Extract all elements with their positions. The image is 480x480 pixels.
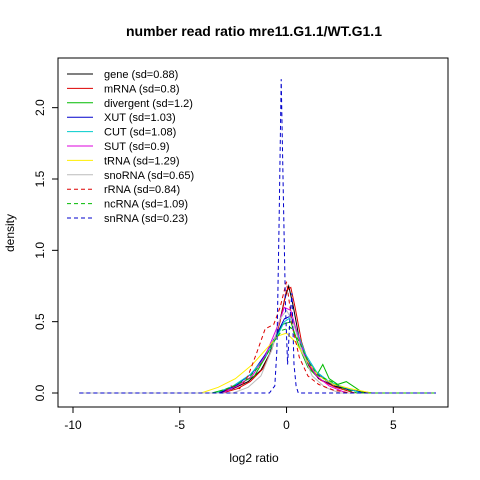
- legend-label: CUT (sd=1.08): [104, 127, 176, 139]
- series-line-6: [79, 332, 436, 394]
- legend: gene (sd=0.88) mRNA (sd=0.8) divergent (sd…: [67, 69, 194, 225]
- legend-label: mRNA (sd=0.8): [104, 83, 180, 95]
- legend-label: XUT (sd=1.03): [104, 112, 176, 124]
- chart-title: number read ratio mre11.G1.1/WT.G1.1: [126, 23, 382, 39]
- y-axis: 0.0 0.5 1.0 1.5 2.0: [33, 99, 59, 401]
- series-line-8: [79, 281, 436, 394]
- legend-label: rRNA (sd=0.84): [104, 184, 180, 196]
- series-line-2: [79, 321, 436, 394]
- x-tick-label: 5: [390, 418, 397, 432]
- legend-label: divergent (sd=1.2): [104, 98, 193, 110]
- legend-label: snRNA (sd=0.23): [104, 213, 188, 225]
- x-tick-label: -10: [64, 418, 82, 432]
- series-line-4: [79, 316, 436, 394]
- y-axis-label: density: [3, 214, 17, 252]
- y-tick-label: 1.5: [33, 170, 47, 187]
- legend-label: gene (sd=0.88): [104, 69, 178, 81]
- y-tick-label: 0.5: [33, 313, 47, 330]
- series-line-1: [79, 286, 436, 394]
- legend-label: snoRNA (sd=0.65): [104, 170, 194, 182]
- series-line-3: [79, 315, 436, 394]
- x-tick-label: 0: [283, 418, 290, 432]
- legend-label: tRNA (sd=1.29): [104, 155, 180, 167]
- series-line-7: [79, 309, 436, 394]
- y-tick-label: 0.0: [33, 384, 47, 401]
- series-lines: [79, 79, 436, 394]
- x-axis: -10 -5 0 5: [64, 406, 397, 432]
- series-line-5: [79, 306, 436, 394]
- x-tick-label: -5: [174, 418, 185, 432]
- legend-label: SUT (sd=0.9): [104, 141, 170, 153]
- y-tick-label: 1.0: [33, 242, 47, 259]
- legend-label: ncRNA (sd=1.09): [104, 199, 188, 211]
- x-axis-label: log2 ratio: [229, 451, 279, 465]
- plot-frame: [57, 57, 449, 408]
- series-line-10: [79, 79, 436, 394]
- series-line-0: [79, 284, 436, 394]
- y-tick-label: 2.0: [33, 99, 47, 116]
- series-line-9: [79, 326, 436, 394]
